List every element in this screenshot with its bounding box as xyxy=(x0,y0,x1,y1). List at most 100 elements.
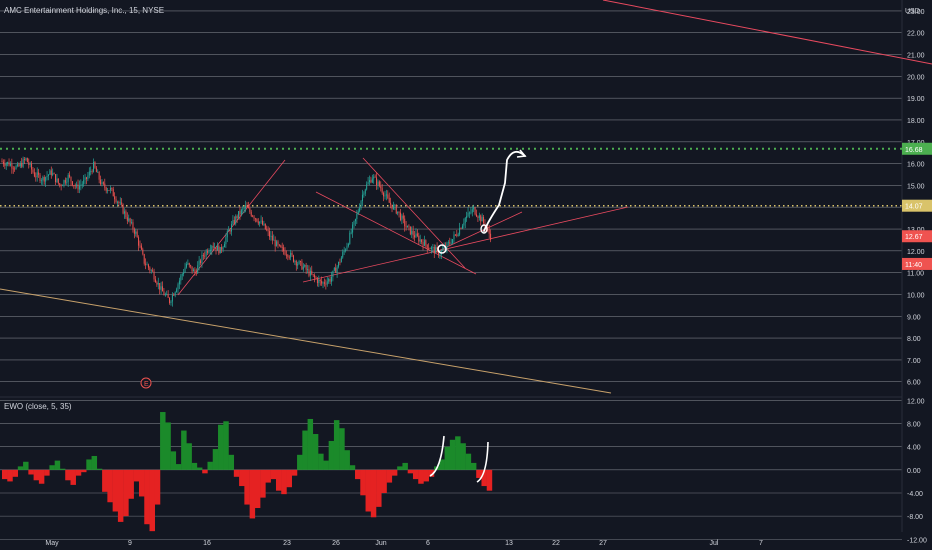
candle-body xyxy=(125,211,127,218)
candle-body xyxy=(81,183,83,185)
price-label-text: 16.68 xyxy=(905,147,923,154)
candle-body xyxy=(435,247,437,254)
price-tick-label: 8.00 xyxy=(907,336,921,343)
candle-body xyxy=(139,245,141,247)
ewo-tick-label: -8.00 xyxy=(907,514,923,521)
candle-body xyxy=(433,247,435,254)
ewo-bar xyxy=(91,455,98,470)
candle-body xyxy=(446,242,448,249)
price-label-box xyxy=(902,142,932,155)
candle-body xyxy=(240,209,242,215)
candle-body xyxy=(383,192,385,197)
ewo-bar xyxy=(107,469,113,503)
candle-body xyxy=(352,224,354,233)
candle-body xyxy=(95,167,97,173)
candle-body xyxy=(219,247,221,254)
symbol-title[interactable]: AMC Entertainment Holdings, Inc., 15, NY… xyxy=(4,6,164,15)
candle-body xyxy=(74,185,76,187)
candle-body xyxy=(187,263,189,265)
candle-body xyxy=(298,261,300,264)
candle-body xyxy=(373,176,375,179)
candle-body xyxy=(321,281,323,284)
candle-body xyxy=(397,211,399,214)
candle-body xyxy=(45,177,47,182)
candle-body xyxy=(291,252,293,256)
candle-body xyxy=(114,196,116,200)
time-tick-label: Jul xyxy=(710,540,719,547)
falling-trend-line-a xyxy=(315,191,477,275)
candle-body xyxy=(173,294,175,296)
ewo-bar xyxy=(355,469,361,480)
candle-body xyxy=(73,185,75,187)
candle-body xyxy=(147,264,149,268)
ewo-bar xyxy=(117,469,124,522)
candle-body xyxy=(2,161,4,165)
circle-mark-current xyxy=(480,224,488,234)
candle-body xyxy=(401,215,403,221)
ewo-bar xyxy=(297,454,303,470)
candle-body xyxy=(276,241,278,247)
candle-body xyxy=(180,275,182,281)
candle-body xyxy=(422,242,424,246)
candle-body xyxy=(221,247,223,250)
candle-body xyxy=(126,217,128,221)
candle-body xyxy=(29,163,31,165)
candle-body xyxy=(154,279,156,283)
price-label-text: 11:40 xyxy=(905,262,922,269)
candle-body xyxy=(101,182,103,185)
candle-body xyxy=(281,247,283,248)
candle-body xyxy=(425,240,427,245)
candle-body xyxy=(245,205,247,209)
candle-body xyxy=(267,230,269,232)
ewo-bar xyxy=(81,469,87,473)
candle-body xyxy=(460,228,462,229)
candle-body xyxy=(447,242,449,244)
candle-body xyxy=(300,261,301,262)
candle-body xyxy=(145,263,147,265)
candle-body xyxy=(326,281,328,285)
candle-body xyxy=(454,234,456,236)
candle-body xyxy=(468,212,470,214)
candle-body xyxy=(211,246,213,250)
ewo-bar xyxy=(455,436,461,470)
candle-body xyxy=(87,175,89,179)
candle-body xyxy=(32,169,34,173)
candle-body xyxy=(311,270,313,275)
earnings-marker[interactable]: E xyxy=(140,377,152,389)
candle-body xyxy=(197,265,199,274)
candle-body xyxy=(200,260,202,264)
ewo-bar xyxy=(333,420,340,470)
ewo-bar xyxy=(449,439,456,470)
ewo-bar xyxy=(344,450,350,470)
projection-arrow xyxy=(483,150,526,232)
ewo-tick-label: 0.00 xyxy=(907,468,921,475)
ewo-bar xyxy=(286,469,292,488)
candle-body xyxy=(357,211,359,214)
breakout-trend-line xyxy=(435,211,523,253)
candle-body xyxy=(55,174,56,183)
candle-body xyxy=(235,216,237,224)
candle-body xyxy=(59,183,61,186)
candle-body xyxy=(487,228,489,230)
candle-body xyxy=(18,164,20,167)
ewo-bar xyxy=(412,469,419,480)
time-tick-label: 22 xyxy=(552,540,560,547)
ewo-bar xyxy=(312,434,319,470)
ewo-bar xyxy=(281,469,287,495)
indicator-title[interactable]: EWO (close, 5, 35) xyxy=(4,402,72,411)
candle-body xyxy=(53,173,55,175)
ewo-bar xyxy=(181,430,187,470)
ewo-bar xyxy=(44,469,50,476)
candle-body xyxy=(104,183,106,188)
candle-body xyxy=(76,184,78,187)
candle-body xyxy=(414,235,416,238)
candle-body xyxy=(216,245,218,251)
ewo-bar xyxy=(54,460,61,470)
candle-body xyxy=(188,263,190,266)
candle-body xyxy=(328,279,330,282)
candle-body xyxy=(366,184,368,190)
candle-body xyxy=(367,182,369,185)
ewo-bar xyxy=(402,462,408,470)
candle-body xyxy=(47,174,49,176)
